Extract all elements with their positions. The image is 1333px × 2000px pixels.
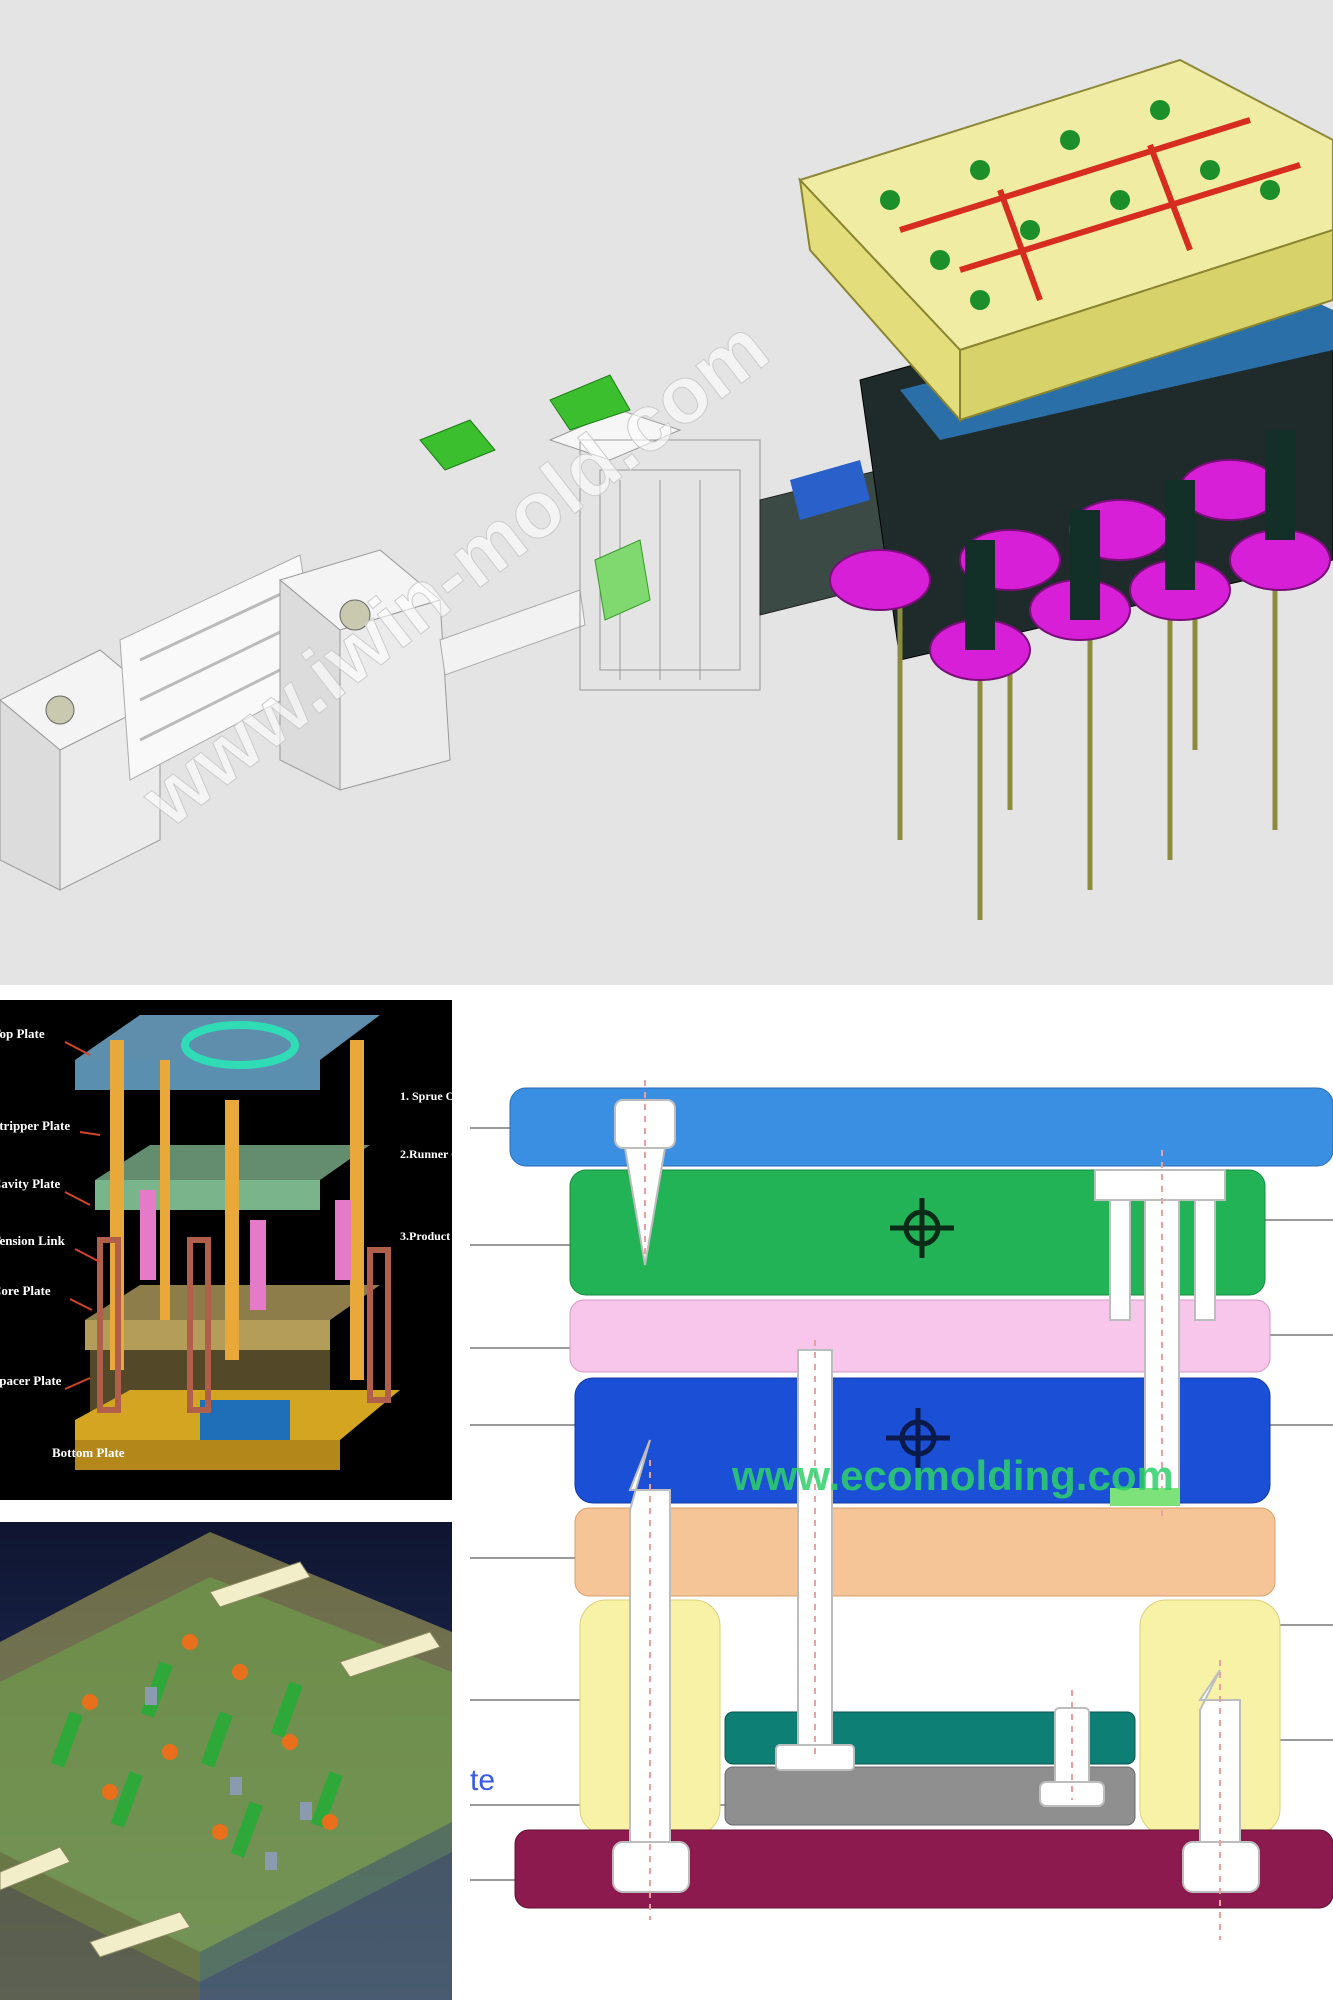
partial-label-te: te xyxy=(470,1764,495,1797)
label-bottom-plate: Bottom Plate xyxy=(52,1445,125,1460)
mold-cross-section: www.ecomolding.com te xyxy=(470,1000,1333,2000)
cavity-plate xyxy=(569,1169,1266,1296)
label-spacer-plate: Spacer Plate xyxy=(0,1373,62,1388)
mold-assembly-render: www.iwin-mold.com xyxy=(0,0,1333,985)
top-mold-block xyxy=(798,58,1333,423)
callout-runner-opening: 2.Runner Opening xyxy=(400,1147,452,1161)
slider-block xyxy=(548,409,761,691)
gear-unscrewing-set xyxy=(829,430,1331,920)
molded-parts xyxy=(419,374,631,471)
stripper-plate xyxy=(569,1299,1271,1373)
label-stripper-plate: Stripper Plate xyxy=(0,1118,70,1133)
label-core-plate: Core Plate xyxy=(0,1283,51,1298)
label-top-plate: Top Plate xyxy=(0,1026,45,1041)
transparent-mold-render xyxy=(0,1522,452,2000)
ejector-retainer-plate xyxy=(724,1766,1136,1826)
bottom-clamp-plate xyxy=(514,1829,1333,1909)
label-cavity-plate: Cavity Plate xyxy=(0,1176,60,1191)
three-plate-mold-diagram: Top Plate Stripper Plate Cavity Plate Te… xyxy=(0,1000,452,1500)
label-tension-link: Tension Link xyxy=(0,1233,66,1248)
callout-sprue-opening: 1. Sprue Opening xyxy=(400,1089,452,1103)
callout-product-opening: 3.Product Opening xyxy=(400,1229,452,1243)
watermark-ecomolding: www.ecomolding.com xyxy=(731,1452,1174,1499)
center-mark-icon xyxy=(886,1408,950,1468)
center-mark-icon xyxy=(890,1198,954,1258)
top-clamp-plate xyxy=(509,1087,1333,1167)
hydraulic-cylinder xyxy=(0,549,586,891)
support-plate xyxy=(574,1507,1276,1597)
